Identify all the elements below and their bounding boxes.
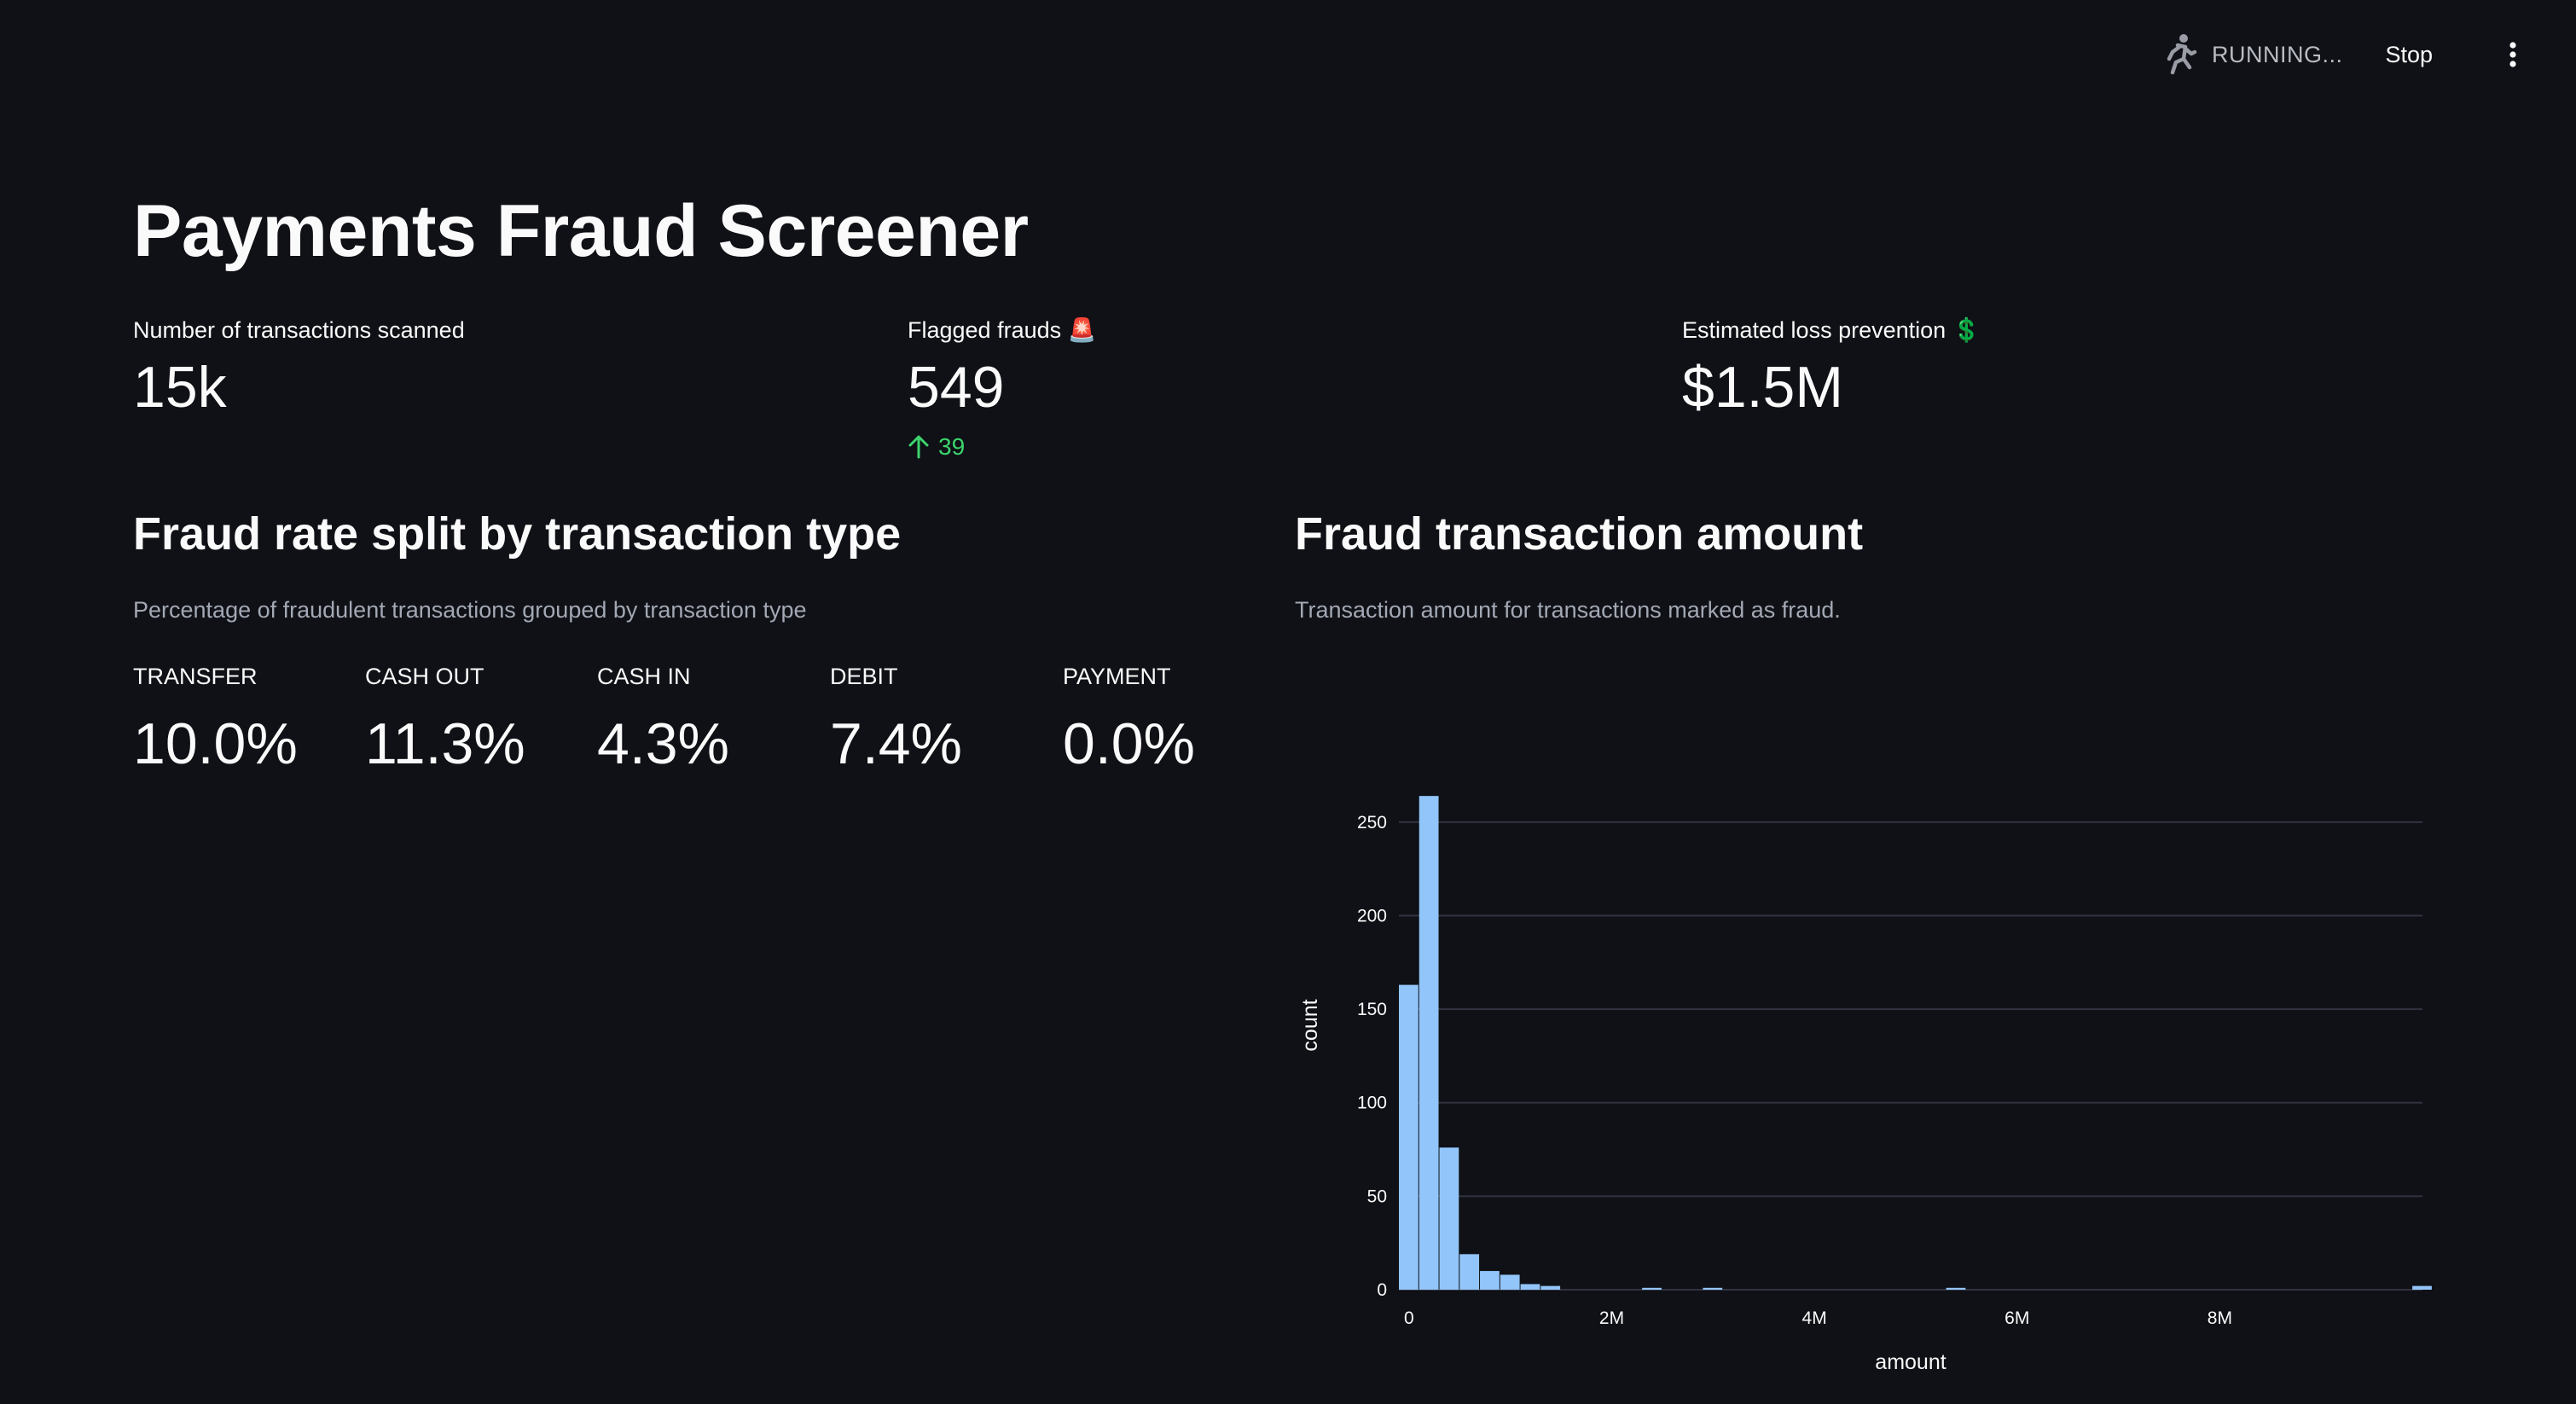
rate-label: PAYMENT [1063,664,1171,689]
vertical-ellipsis-icon [2509,42,2516,67]
rate-metric-payment: PAYMENT 0.0% [1063,664,1195,773]
x-tick-label: 2M [1599,1308,1624,1328]
metric-value: 549 [908,355,1005,420]
histogram-bar[interactable] [1703,1287,1723,1290]
histogram-bar[interactable] [1946,1287,1966,1290]
x-axis-title: amount [1875,1350,1946,1374]
histogram-bar[interactable] [1520,1284,1540,1290]
chart-bars [1399,796,2432,1290]
x-tick-label: 6M [2005,1308,2029,1328]
rate-metric-transfer: TRANSFER 10.0% [133,664,298,773]
arrow-up-icon [908,435,929,459]
app-toolbar: RUNNING... Stop [2161,29,2530,80]
fraud-amount-caption: Transaction amount for transactions mark… [1295,597,1841,623]
y-tick-label: 150 [1357,1000,1387,1019]
rate-value: 0.0% [1063,711,1195,776]
fraud-rate-caption: Percentage of fraudulent transactions gr… [133,597,807,623]
histogram-bar[interactable] [1500,1274,1520,1290]
y-tick-label: 100 [1357,1094,1387,1113]
rate-label: DEBIT [830,664,898,689]
histogram-bar[interactable] [1399,984,1419,1290]
y-axis-title: count [1298,999,1322,1051]
x-tick-label: 8M [2208,1308,2232,1328]
x-tick-label: 0 [1404,1308,1414,1328]
metric-label: Flagged frauds 🚨 [908,317,1097,343]
rate-value: 7.4% [830,711,962,776]
histogram-bar[interactable] [1439,1147,1459,1290]
fraud-amount-chart[interactable]: 0 50 100 150 200 250 0 2M 4M 6M 8M amount count [1295,768,2472,1382]
rate-label: TRANSFER [133,664,258,689]
rate-metric-debit: DEBIT 7.4% [830,664,962,773]
metric-delta: 39 [908,433,1096,461]
metric-delta-value: 39 [938,433,966,460]
histogram-bar[interactable] [1480,1271,1500,1290]
rate-metric-cash-in: CASH IN 4.3% [597,664,729,773]
histogram-bar[interactable] [1642,1287,1662,1290]
stop-button[interactable]: Stop [2375,35,2443,75]
histogram-bar[interactable] [2412,1285,2432,1290]
rate-value: 4.3% [597,711,729,776]
y-tick-label: 200 [1357,906,1387,925]
metric-value: $1.5M [1682,355,1843,420]
y-tick-label: 250 [1357,813,1387,833]
rate-value: 10.0% [133,711,298,776]
running-status-text: RUNNING... [2211,41,2343,67]
histogram-svg: 0 50 100 150 200 250 0 2M 4M 6M 8M amount count [1298,796,2432,1374]
fraud-rate-heading: Fraud rate split by transaction type [133,508,902,560]
metric-label: Number of transactions scanned [133,316,465,343]
x-tick-label: 4M [1802,1308,1827,1328]
rate-label: CASH IN [597,664,691,689]
y-tick-label: 50 [1367,1186,1387,1206]
running-status: RUNNING... [2161,33,2343,76]
metric-loss-prevention: Estimated loss prevention 💲 $1.5M [1682,312,1981,416]
rate-value: 11.3% [365,711,525,776]
fraud-amount-heading: Fraud transaction amount [1295,508,1864,560]
histogram-bar[interactable] [1540,1285,1561,1290]
running-person-icon [2167,34,2197,75]
metric-value: 15k [133,355,227,420]
chart-axes: 0 50 100 150 200 250 0 2M 4M 6M 8M [1357,813,2232,1328]
main-menu-button[interactable] [2496,32,2530,77]
rate-metric-cash-out: CASH OUT 11.3% [365,664,525,773]
metric-flagged-frauds: Flagged frauds 🚨 549 39 [908,312,1096,461]
metric-transactions-scanned: Number of transactions scanned 15k [133,312,465,420]
histogram-bar[interactable] [1419,796,1439,1290]
histogram-bar[interactable] [1459,1254,1480,1290]
chart-gridlines [1399,821,2422,1291]
rate-label: CASH OUT [365,664,484,689]
metric-label: Estimated loss prevention 💲 [1682,317,1981,343]
y-tick-label: 0 [1377,1280,1387,1300]
page-title: Payments Fraud Screener [133,190,1029,272]
